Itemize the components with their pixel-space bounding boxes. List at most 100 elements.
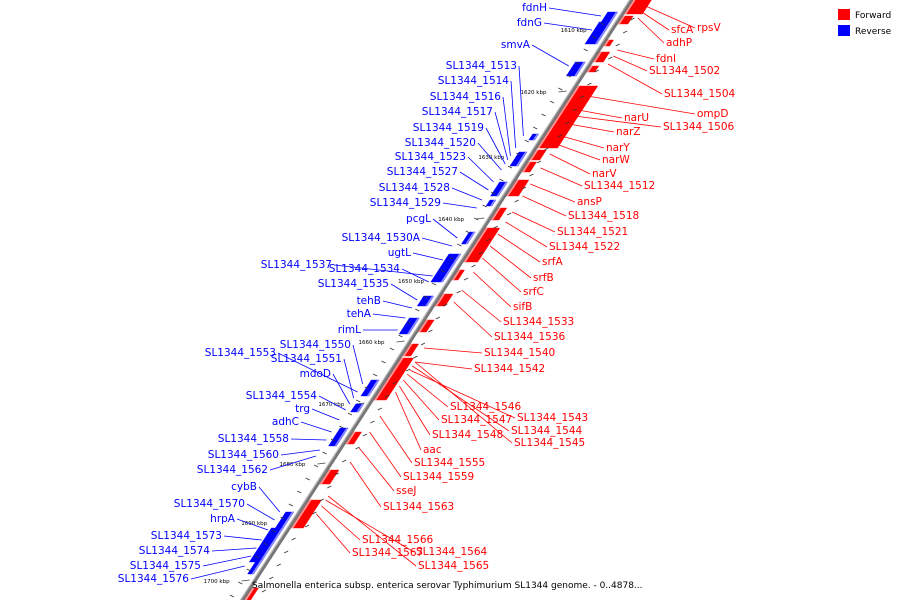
reverse-label-leader	[390, 283, 418, 301]
forward-gene-label: SL1344_1512	[584, 180, 655, 192]
reverse-label-leader	[277, 352, 358, 393]
feature-dash	[280, 516, 285, 520]
feature-dash	[490, 191, 496, 195]
feature-dash	[322, 451, 327, 455]
reverse-label-leader	[311, 408, 340, 421]
reverse-gene-label: adhC	[272, 416, 299, 428]
legend-forward-swatch	[838, 9, 850, 20]
reverse-gene-label: SL1344_1528	[379, 182, 450, 194]
forward-label-leader	[399, 385, 431, 436]
reverse-label-leader	[382, 300, 413, 309]
feature-dash	[435, 316, 440, 320]
feature-dash	[370, 420, 375, 424]
reverse-label-leader	[300, 421, 332, 433]
feature-dash	[630, 17, 635, 21]
gene-feature-shade	[609, 12, 618, 22]
forward-label-leader	[472, 271, 512, 308]
gene-feature-shade	[374, 358, 404, 400]
reverse-gene-label: SL1344_1534	[329, 263, 401, 275]
legend-reverse-label: Reverse	[855, 27, 892, 37]
forward-label-leader	[574, 115, 662, 128]
feature-dash	[615, 43, 620, 47]
feature-dash	[471, 264, 476, 268]
forward-gene-feature	[537, 85, 599, 149]
gene-feature-shade	[452, 270, 461, 280]
reverse-gene-label: SL1344_1535	[318, 278, 389, 290]
feature-dash	[516, 152, 521, 156]
feature-dash	[327, 485, 332, 489]
forward-label-leader	[556, 143, 601, 161]
gene-feature-shade	[319, 470, 331, 484]
reverse-label-leader	[459, 171, 489, 191]
feature-dash	[536, 160, 542, 164]
feature-dash	[398, 334, 403, 338]
gene-feature-shade	[537, 86, 580, 148]
forward-label-leader	[617, 49, 655, 60]
forward-gene-label: narW	[602, 154, 630, 166]
forward-label-leader	[453, 301, 493, 338]
gene-feature-shade	[574, 62, 586, 76]
feature-dash	[499, 178, 504, 182]
forward-label-leader	[607, 63, 663, 95]
reverse-label-leader	[421, 237, 453, 247]
forward-gene-label: ompD	[697, 108, 728, 120]
feature-dash	[413, 355, 418, 359]
reverse-gene-label: SL1344_1519	[413, 122, 484, 134]
feature-dash	[456, 290, 461, 294]
reverse-label-leader	[246, 503, 275, 521]
forward-label-leader	[379, 415, 413, 464]
forward-label-leader	[325, 499, 415, 553]
forward-label-leader	[316, 513, 351, 554]
feature-dash	[558, 87, 563, 91]
forward-gene-label: SL1344_1543	[517, 412, 588, 424]
feature-dash	[622, 30, 628, 34]
gene-feature-shade	[366, 380, 380, 396]
forward-label-leader	[461, 289, 502, 323]
feature-dash	[389, 347, 395, 351]
forward-label-leader	[482, 257, 522, 293]
forward-label-leader	[587, 95, 696, 115]
feature-dash	[478, 251, 484, 255]
gene-feature-shade	[586, 66, 593, 72]
feature-dash	[330, 438, 336, 442]
forward-gene-label: SL1344_1544	[511, 425, 583, 437]
reverse-label-leader	[432, 218, 458, 239]
forward-gene-feature	[592, 51, 611, 63]
feature-dash	[356, 399, 361, 403]
scale-tick-label: 1680 kbp	[279, 462, 305, 468]
reverse-label-leader	[494, 111, 509, 161]
reverse-label-leader	[343, 358, 355, 399]
gene-feature-shade	[617, 16, 626, 24]
reverse-label-leader	[202, 555, 252, 567]
legend-forward-label: Forward	[855, 11, 891, 21]
gene-feature-shade	[440, 254, 461, 282]
reverse-label-leader	[190, 565, 245, 580]
feature-dash	[334, 472, 339, 476]
feature-dash	[482, 204, 487, 208]
feature-dash	[431, 282, 437, 286]
scale-tick	[558, 90, 567, 93]
forward-gene-label: narY	[606, 142, 630, 154]
feature-dash	[381, 360, 386, 364]
reverse-gene-label: SL1344_1554	[246, 390, 318, 402]
gene-feature-shade	[532, 134, 539, 140]
feature-dash	[493, 225, 498, 229]
forward-label-leader	[511, 211, 556, 233]
feature-dash	[385, 394, 390, 398]
feature-dash	[507, 165, 513, 169]
gene-feature-shade	[515, 152, 528, 166]
forward-label-leader	[414, 361, 473, 370]
feature-dash	[297, 490, 302, 494]
forward-gene-label: srfA	[542, 256, 563, 268]
reverse-gene-feature	[248, 527, 284, 563]
feature-dash	[420, 342, 426, 346]
forward-gene-label: SL1344_1504	[664, 88, 736, 100]
forward-gene-label: narZ	[616, 126, 641, 138]
feature-dash	[313, 464, 319, 468]
feature-dash	[463, 277, 469, 281]
forward-gene-label: aac	[423, 444, 442, 456]
forward-gene-label: SL1344_1563	[383, 501, 454, 513]
forward-label-leader	[423, 347, 483, 354]
gene-feature-shade	[595, 22, 612, 44]
